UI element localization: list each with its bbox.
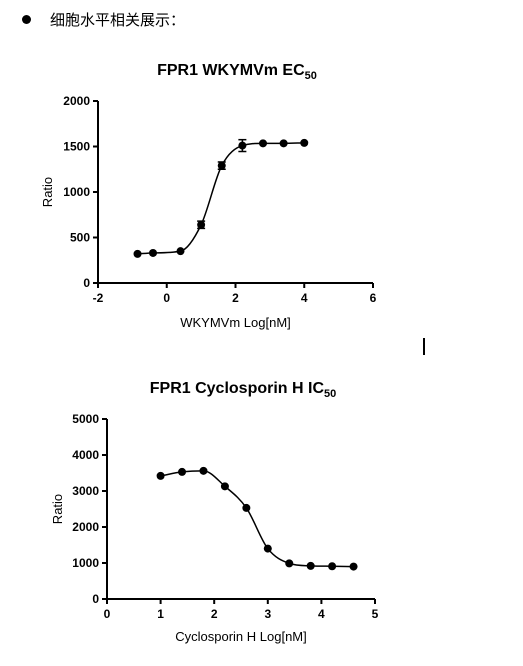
chart-title: FPR1 WKYMVm EC50 [157, 62, 317, 82]
chart-2: FPR1 Cyclosporin H IC5001000200030004000… [50, 380, 379, 644]
data-point [285, 559, 294, 568]
x-tick-label: 5 [372, 607, 379, 621]
y-tick-label: 2000 [63, 94, 90, 108]
section-header: 细胞水平相关展示： [22, 8, 185, 30]
y-axis-label: Ratio [40, 177, 55, 207]
y-tick-label: 1500 [63, 140, 90, 154]
x-tick-label: 6 [370, 291, 377, 305]
x-axis-label: WKYMVm Log[nM] [180, 315, 291, 330]
data-point [242, 503, 251, 512]
data-point [217, 161, 226, 170]
data-point [199, 466, 208, 475]
y-tick-label: 1000 [72, 556, 99, 570]
data-point [328, 562, 337, 571]
data-point [300, 138, 309, 147]
x-tick-label: 4 [318, 607, 325, 621]
chart-title-main: FPR1 WKYMVm EC [157, 62, 305, 79]
data-point [349, 562, 358, 571]
y-tick-label: 3000 [72, 484, 99, 498]
y-tick-label: 0 [92, 592, 99, 606]
chart-title-main: FPR1 Cyclosporin H IC [150, 380, 325, 397]
text-cursor [423, 338, 425, 355]
x-tick-label: -2 [93, 291, 104, 305]
x-tick-label: 0 [104, 607, 111, 621]
x-tick-label: 0 [163, 291, 170, 305]
data-point [197, 220, 206, 229]
data-point [263, 544, 272, 553]
x-tick-label: 2 [232, 291, 239, 305]
y-tick-label: 1000 [63, 185, 90, 199]
bullet-icon [22, 14, 31, 24]
chart-title-subscript: 50 [305, 70, 317, 82]
x-tick-label: 3 [264, 607, 271, 621]
y-tick-label: 2000 [72, 520, 99, 534]
y-axis-label: Ratio [50, 494, 65, 524]
x-tick-label: 4 [301, 291, 308, 305]
data-point [156, 471, 165, 480]
data-point [220, 482, 229, 491]
x-tick-label: 1 [157, 607, 164, 621]
x-tick-label: 2 [211, 607, 218, 621]
fit-curve [160, 470, 354, 568]
x-axis-label: Cyclosporin H Log[nM] [175, 629, 307, 644]
data-point [133, 249, 142, 258]
y-tick-label: 0 [83, 276, 90, 290]
fit-curve [137, 142, 305, 255]
data-point [306, 561, 315, 570]
section-heading: 细胞水平相关展示： [50, 10, 186, 29]
chart-title: FPR1 Cyclosporin H IC50 [150, 380, 337, 400]
chart-title-subscript: 50 [324, 388, 336, 400]
y-tick-label: 500 [70, 231, 90, 245]
y-tick-label: 5000 [72, 412, 99, 426]
data-point [149, 248, 157, 257]
y-tick-label: 4000 [72, 448, 99, 462]
data-point [176, 247, 185, 256]
data-point [259, 139, 267, 148]
data-point [238, 141, 247, 150]
data-point [178, 467, 187, 476]
data-point [279, 139, 288, 148]
